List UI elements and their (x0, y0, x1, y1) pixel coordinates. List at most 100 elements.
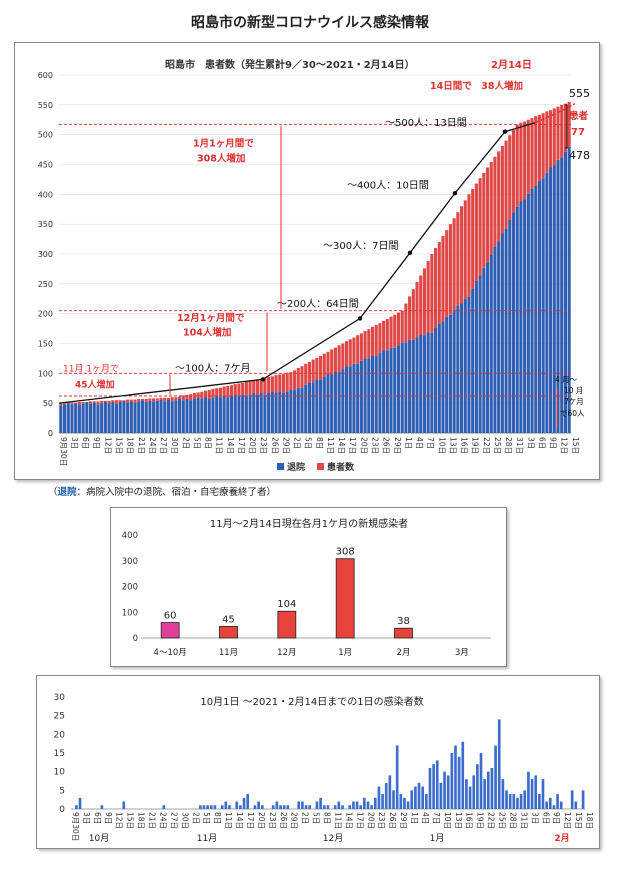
bar-discharged (515, 206, 519, 433)
x-tick-label: 21日 (137, 437, 146, 454)
bar-discharged (304, 384, 308, 433)
bar-patients (218, 387, 222, 398)
x-tick-label: 24日 (158, 812, 167, 829)
bar-discharged (88, 403, 93, 433)
data-label: 38 (397, 616, 410, 627)
bar (100, 805, 104, 809)
bar (501, 779, 505, 809)
x-tick-label: 14日 (337, 437, 346, 454)
bar (220, 805, 224, 809)
bar-discharged (107, 403, 111, 433)
bar-discharged (81, 403, 85, 433)
bar-discharged (374, 356, 378, 433)
bar-discharged (311, 382, 315, 433)
annotation-side-4: で60人 (560, 409, 585, 418)
x-tick-label: 23日 (371, 437, 380, 454)
x-tick-label: 16日 (465, 812, 474, 829)
bar-discharged (189, 400, 193, 433)
bar-discharged (356, 363, 360, 433)
x-tick-label: 5日 (304, 437, 313, 449)
x-tick-label: 13日 (448, 437, 457, 454)
bar-discharged (370, 355, 375, 433)
bar (78, 797, 82, 809)
x-tick-label: 20日 (248, 437, 257, 454)
bar-discharged (485, 262, 490, 433)
bar-patients (341, 343, 345, 370)
bar (304, 805, 308, 809)
bar-discharged (422, 335, 427, 433)
bar (206, 805, 209, 809)
bar-discharged (549, 167, 553, 433)
x-tick-label: 19日 (476, 812, 485, 829)
bar-patients (300, 366, 304, 388)
bar (246, 794, 250, 809)
bar-patients (474, 183, 478, 281)
bar-patients (215, 388, 219, 397)
x-tick-label: 12日 (103, 437, 112, 454)
bar-patients (459, 206, 464, 304)
bar-patients (159, 397, 163, 400)
annotation-300: ～300人：7日間 (323, 240, 398, 252)
x-tick-label: 2日 (293, 437, 302, 449)
x-tick-label: 11月 (219, 648, 238, 658)
bar-patients (274, 375, 278, 394)
y-tick-label: 350 (38, 220, 53, 229)
annotation-500: ～500人：13日間 (385, 117, 467, 129)
bar (410, 790, 414, 809)
data-label: 60 (164, 611, 177, 622)
bar-patients (545, 111, 549, 173)
bar-discharged (211, 397, 215, 433)
bar-patients (441, 236, 445, 322)
bar-patients (103, 400, 107, 402)
bar-patients (500, 146, 504, 234)
bar-discharged (489, 254, 493, 433)
bar-patients (114, 400, 119, 404)
bar-discharged (70, 404, 74, 433)
bar (556, 794, 559, 809)
bar-patients (152, 398, 156, 402)
x-tick-label: 29日 (393, 437, 402, 454)
annotation-200: ～200人：64日間 (277, 298, 359, 310)
bar-discharged (408, 339, 412, 433)
bar-discharged (192, 398, 196, 433)
x-tick-label: 22日 (487, 812, 496, 829)
bar (301, 801, 304, 809)
bar-discharged (471, 288, 475, 433)
cumulative-chart-panel: 0 50 100 150 200 250 300 350 400 450 500 550 600 9月30… (14, 42, 600, 480)
bar (574, 801, 578, 809)
bar-patients (452, 218, 456, 311)
bar-discharged (296, 387, 300, 433)
y-tick-label: 450 (38, 161, 53, 170)
bar-discharged (144, 401, 148, 433)
bar (395, 745, 399, 809)
bar-discharged (519, 201, 523, 433)
bar-discharged (508, 219, 512, 433)
bar (414, 786, 417, 809)
bar-patients (270, 376, 274, 392)
bar-discharged (226, 397, 230, 433)
bar (505, 790, 508, 809)
bar (160, 622, 180, 639)
bar (228, 805, 231, 809)
bar-discharged (556, 159, 560, 433)
x-tick-label: 1日 (404, 437, 413, 449)
bar-discharged (319, 379, 323, 433)
bar-patients (241, 382, 245, 395)
bar-discharged (307, 382, 311, 433)
bar-discharged (229, 396, 234, 433)
bar (373, 797, 377, 809)
x-tick-label: 5日 (192, 437, 201, 449)
bar (534, 775, 538, 809)
bar (337, 801, 341, 809)
bar-discharged (278, 391, 282, 433)
month-label: 10月 (89, 833, 109, 844)
bar-patients (307, 361, 311, 383)
x-tick-label: 16日 (460, 437, 469, 454)
bar-discharged (385, 350, 389, 433)
x-tick-label: 13日 (454, 812, 463, 829)
bar-discharged (85, 401, 89, 433)
bar (570, 790, 574, 809)
x-tick-label: 9日 (552, 812, 561, 824)
bar-patients (118, 400, 122, 402)
y-tick-label: 200 (38, 310, 53, 319)
